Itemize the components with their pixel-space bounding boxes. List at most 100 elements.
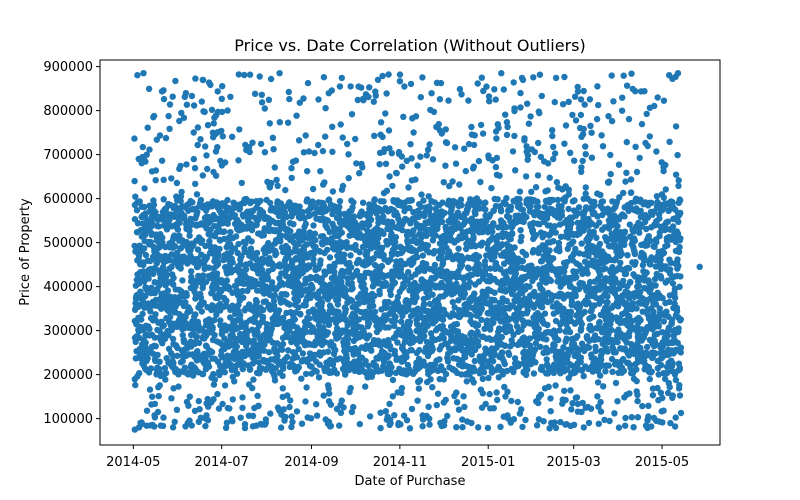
data-point <box>255 402 262 409</box>
data-point <box>356 170 363 177</box>
data-point <box>199 370 207 378</box>
data-point <box>460 393 467 400</box>
data-point <box>152 311 159 318</box>
data-point <box>312 243 319 251</box>
data-point <box>385 127 393 134</box>
data-point <box>426 204 434 212</box>
data-point <box>389 376 397 384</box>
data-point <box>605 178 613 185</box>
data-point <box>304 196 311 203</box>
data-point <box>537 391 545 398</box>
data-point <box>254 392 261 399</box>
data-point <box>597 191 604 199</box>
data-point <box>283 213 290 221</box>
data-point <box>285 88 292 96</box>
data-point <box>204 165 211 173</box>
data-point <box>140 261 147 269</box>
data-point <box>484 317 491 325</box>
data-point <box>472 210 479 217</box>
data-point <box>452 160 460 167</box>
data-point <box>567 149 574 156</box>
data-point <box>442 126 449 133</box>
data-point <box>410 129 417 136</box>
data-point <box>397 421 404 428</box>
data-point <box>229 259 236 266</box>
data-point <box>304 168 311 175</box>
data-point <box>210 370 217 378</box>
data-point <box>320 74 328 81</box>
data-point <box>523 214 530 221</box>
data-point <box>310 222 317 229</box>
data-point <box>493 135 500 142</box>
data-point <box>365 320 373 327</box>
data-point <box>459 424 466 431</box>
data-point <box>427 376 434 383</box>
data-point <box>496 172 503 179</box>
data-point <box>233 370 241 377</box>
data-point <box>343 355 350 362</box>
data-point <box>544 187 551 194</box>
data-point <box>491 86 498 93</box>
data-point <box>508 397 515 405</box>
data-point <box>336 83 344 90</box>
data-point <box>393 170 400 177</box>
data-point <box>257 140 265 148</box>
data-point <box>471 357 478 365</box>
data-point <box>258 99 266 106</box>
data-point <box>208 106 216 114</box>
data-point <box>178 109 185 117</box>
data-point <box>555 239 563 247</box>
data-point <box>193 191 201 198</box>
data-point <box>327 422 335 430</box>
data-point <box>168 395 175 402</box>
data-point <box>490 405 497 412</box>
data-point <box>150 201 158 208</box>
data-point <box>468 419 475 427</box>
data-point <box>168 325 176 332</box>
data-point <box>535 139 542 147</box>
data-point <box>312 236 319 244</box>
data-point <box>494 196 501 203</box>
data-point <box>236 126 243 133</box>
data-point <box>271 292 278 299</box>
data-point <box>162 134 170 142</box>
data-point <box>465 265 473 272</box>
data-point <box>345 335 352 342</box>
data-point <box>429 156 437 163</box>
data-point <box>327 401 335 408</box>
data-point <box>602 368 609 375</box>
data-point <box>424 242 432 249</box>
data-point <box>179 277 186 284</box>
data-point <box>223 297 230 304</box>
data-point <box>297 311 304 318</box>
data-point <box>581 101 588 108</box>
data-point <box>167 304 174 311</box>
data-point <box>342 287 349 295</box>
data-point <box>500 86 507 93</box>
data-point <box>181 364 189 371</box>
data-point <box>423 232 430 239</box>
data-point <box>293 354 301 361</box>
data-point <box>226 405 233 412</box>
data-point <box>296 203 303 210</box>
data-point <box>540 418 547 425</box>
data-point <box>385 352 392 359</box>
data-point <box>611 410 618 417</box>
data-point <box>598 349 606 357</box>
data-point <box>160 95 168 103</box>
data-point <box>461 145 468 152</box>
data-point <box>194 246 202 253</box>
data-point <box>401 83 408 90</box>
data-point <box>407 141 414 148</box>
data-point <box>194 263 202 270</box>
data-point <box>339 134 346 141</box>
data-point <box>348 264 355 271</box>
data-point <box>151 400 159 408</box>
data-point <box>570 421 578 428</box>
data-point <box>194 124 202 131</box>
data-point <box>549 127 556 134</box>
data-point <box>429 384 436 391</box>
data-point <box>253 298 261 306</box>
data-point <box>216 245 223 253</box>
data-point <box>501 360 508 368</box>
